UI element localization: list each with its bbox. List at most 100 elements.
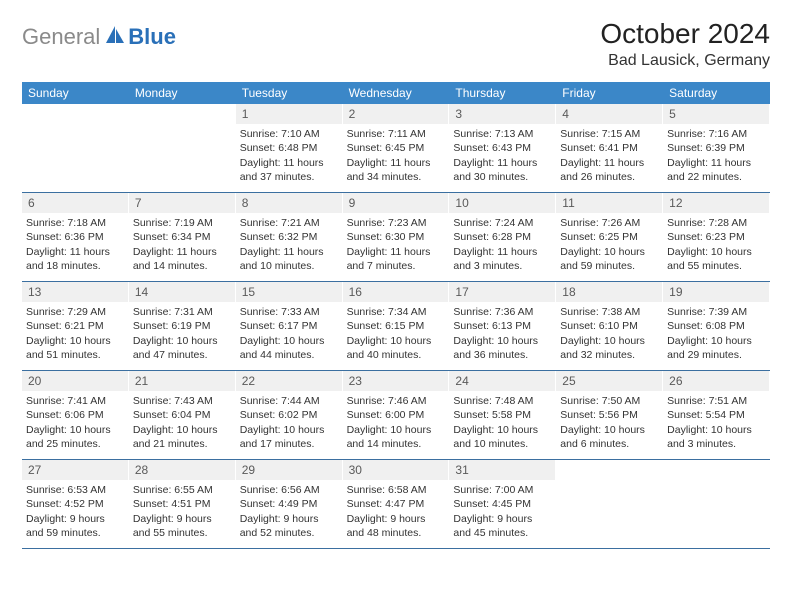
sunrise-text: Sunrise: 6:58 AM (347, 483, 445, 497)
day-cell: 23Sunrise: 7:46 AMSunset: 6:00 PMDayligh… (343, 371, 450, 459)
day-body: Sunrise: 7:39 AMSunset: 6:08 PMDaylight:… (663, 302, 769, 366)
daylight-text: Daylight: 11 hours and 30 minutes. (453, 156, 551, 184)
daylight-text: Daylight: 11 hours and 7 minutes. (347, 245, 445, 273)
day-number-bar: 28 (129, 460, 235, 480)
location-label: Bad Lausick, Germany (600, 52, 770, 70)
day-number-bar: 19 (663, 282, 769, 302)
daylight-text: Daylight: 11 hours and 37 minutes. (240, 156, 338, 184)
day-body: Sunrise: 7:44 AMSunset: 6:02 PMDaylight:… (236, 391, 342, 455)
day-number: 22 (242, 374, 255, 388)
sail-icon (104, 25, 126, 50)
day-body: Sunrise: 7:29 AMSunset: 6:21 PMDaylight:… (22, 302, 128, 366)
day-cell: 26Sunrise: 7:51 AMSunset: 5:54 PMDayligh… (663, 371, 770, 459)
day-number-bar: 25 (556, 371, 662, 391)
sunset-text: Sunset: 6:36 PM (26, 230, 124, 244)
daylight-text: Daylight: 10 hours and 51 minutes. (26, 334, 124, 362)
day-number-bar: 6 (22, 193, 128, 213)
calendar-grid: Sunday Monday Tuesday Wednesday Thursday… (22, 82, 770, 549)
day-cell: 5Sunrise: 7:16 AMSunset: 6:39 PMDaylight… (663, 104, 770, 192)
sunset-text: Sunset: 6:39 PM (667, 141, 765, 155)
day-cell: 20Sunrise: 7:41 AMSunset: 6:06 PMDayligh… (22, 371, 129, 459)
day-number-bar: 31 (449, 460, 555, 480)
daylight-text: Daylight: 10 hours and 44 minutes. (240, 334, 338, 362)
day-number: 21 (135, 374, 148, 388)
day-body: Sunrise: 6:55 AMSunset: 4:51 PMDaylight:… (129, 480, 235, 544)
day-cell: 17Sunrise: 7:36 AMSunset: 6:13 PMDayligh… (449, 282, 556, 370)
day-number-bar: 9 (343, 193, 449, 213)
day-number-bar: 4 (556, 104, 662, 124)
sunrise-text: Sunrise: 6:55 AM (133, 483, 231, 497)
day-cell: 24Sunrise: 7:48 AMSunset: 5:58 PMDayligh… (449, 371, 556, 459)
day-number: 10 (455, 196, 468, 210)
week-row: 20Sunrise: 7:41 AMSunset: 6:06 PMDayligh… (22, 371, 770, 460)
daylight-text: Daylight: 9 hours and 59 minutes. (26, 512, 124, 540)
day-number-bar: 12 (663, 193, 769, 213)
sunrise-text: Sunrise: 7:16 AM (667, 127, 765, 141)
sunrise-text: Sunrise: 7:23 AM (347, 216, 445, 230)
sunrise-text: Sunrise: 6:56 AM (240, 483, 338, 497)
sunrise-text: Sunrise: 7:24 AM (453, 216, 551, 230)
day-number: 3 (455, 107, 462, 121)
day-number-bar: 11 (556, 193, 662, 213)
day-body: Sunrise: 7:33 AMSunset: 6:17 PMDaylight:… (236, 302, 342, 366)
sunrise-text: Sunrise: 7:13 AM (453, 127, 551, 141)
day-number: 8 (242, 196, 249, 210)
header: General Blue October 2024 Bad Lausick, G… (22, 18, 770, 70)
sunset-text: Sunset: 6:25 PM (560, 230, 658, 244)
daylight-text: Daylight: 11 hours and 26 minutes. (560, 156, 658, 184)
day-cell: 31Sunrise: 7:00 AMSunset: 4:45 PMDayligh… (449, 460, 556, 548)
sunset-text: Sunset: 6:00 PM (347, 408, 445, 422)
sunrise-text: Sunrise: 7:18 AM (26, 216, 124, 230)
day-number: 29 (242, 463, 255, 477)
day-number-bar: 2 (343, 104, 449, 124)
day-number: 27 (28, 463, 41, 477)
sunset-text: Sunset: 6:43 PM (453, 141, 551, 155)
sunset-text: Sunset: 5:58 PM (453, 408, 551, 422)
sunrise-text: Sunrise: 7:38 AM (560, 305, 658, 319)
day-number-bar: 1 (236, 104, 342, 124)
weekday-header: Tuesday (236, 82, 343, 104)
sunrise-text: Sunrise: 7:51 AM (667, 394, 765, 408)
sunrise-text: Sunrise: 7:10 AM (240, 127, 338, 141)
day-cell (22, 104, 129, 192)
day-cell: 12 Sunrise: 7:28 AMSunset: 6:23 PMDayligh… (663, 193, 770, 281)
day-cell: 21Sunrise: 7:43 AMSunset: 6:04 PMDayligh… (129, 371, 236, 459)
day-number: 12 (669, 196, 682, 210)
day-body: Sunrise: 7:11 AMSunset: 6:45 PMDaylight:… (343, 124, 449, 188)
daylight-text: Daylight: 10 hours and 10 minutes. (453, 423, 551, 451)
day-number-bar: 18 (556, 282, 662, 302)
day-cell: 2Sunrise: 7:11 AMSunset: 6:45 PMDaylight… (343, 104, 450, 192)
day-body: Sunrise: 7:26 AMSunset: 6:25 PMDaylight:… (556, 213, 662, 277)
sunset-text: Sunset: 6:28 PM (453, 230, 551, 244)
sunset-text: Sunset: 6:23 PM (667, 230, 765, 244)
daylight-text: Daylight: 10 hours and 25 minutes. (26, 423, 124, 451)
day-cell: 27Sunrise: 6:53 AMSunset: 4:52 PMDayligh… (22, 460, 129, 548)
sunrise-text: Sunrise: 7:46 AM (347, 394, 445, 408)
day-number: 26 (669, 374, 682, 388)
day-body: Sunrise: 7:46 AMSunset: 6:00 PMDaylight:… (343, 391, 449, 455)
day-body: Sunrise: 7:36 AMSunset: 6:13 PMDaylight:… (449, 302, 555, 366)
day-body: Sunrise: 7:28 AMSunset: 6:23 PMDaylight:… (663, 213, 769, 277)
daylight-text: Daylight: 9 hours and 48 minutes. (347, 512, 445, 540)
daylight-text: Daylight: 11 hours and 34 minutes. (347, 156, 445, 184)
day-number: 30 (349, 463, 362, 477)
sunrise-text: Sunrise: 7:39 AM (667, 305, 765, 319)
sunset-text: Sunset: 6:17 PM (240, 319, 338, 333)
sunset-text: Sunset: 6:06 PM (26, 408, 124, 422)
sunrise-text: Sunrise: 7:43 AM (133, 394, 231, 408)
sunset-text: Sunset: 4:52 PM (26, 497, 124, 511)
day-cell: 18Sunrise: 7:38 AMSunset: 6:10 PMDayligh… (556, 282, 663, 370)
day-cell (129, 104, 236, 192)
daylight-text: Daylight: 9 hours and 52 minutes. (240, 512, 338, 540)
day-number: 28 (135, 463, 148, 477)
daylight-text: Daylight: 10 hours and 55 minutes. (667, 245, 765, 273)
day-cell: 19Sunrise: 7:39 AMSunset: 6:08 PMDayligh… (663, 282, 770, 370)
day-cell (556, 460, 663, 548)
sunrise-text: Sunrise: 7:26 AM (560, 216, 658, 230)
sunset-text: Sunset: 4:47 PM (347, 497, 445, 511)
sunset-text: Sunset: 6:30 PM (347, 230, 445, 244)
sunset-text: Sunset: 5:56 PM (560, 408, 658, 422)
sunset-text: Sunset: 4:45 PM (453, 497, 551, 511)
sunset-text: Sunset: 6:19 PM (133, 319, 231, 333)
sunrise-text: Sunrise: 7:29 AM (26, 305, 124, 319)
